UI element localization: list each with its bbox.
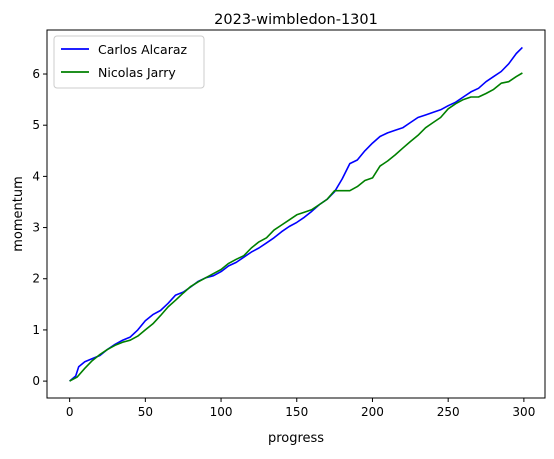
x-tick-label: 50 — [138, 405, 153, 419]
y-tick-label: 0 — [32, 374, 40, 388]
y-tick-label: 4 — [32, 169, 40, 183]
legend: Carlos Alcaraz Nicolas Jarry — [53, 35, 205, 89]
legend-label-nicolas-jarry: Nicolas Jarry — [98, 65, 176, 80]
series-line-nicolas-jarry — [69, 72, 523, 382]
x-tick-label: 0 — [66, 405, 74, 419]
x-tick-label: 100 — [210, 405, 233, 419]
x-tick-label: 200 — [361, 405, 384, 419]
legend-box — [53, 35, 205, 89]
y-tick-label: 6 — [32, 67, 40, 81]
chart-title: 2023-wimbledon-1301 — [214, 12, 378, 28]
plot-frame — [46, 29, 546, 399]
series-layer — [69, 46, 523, 382]
x-axis-label: progress — [268, 431, 324, 446]
series-line-carlos-alcaraz — [69, 46, 523, 382]
y-tick-label: 2 — [32, 272, 40, 286]
legend-label-carlos-alcaraz: Carlos Alcaraz — [98, 42, 187, 57]
y-tick-label: 5 — [32, 118, 40, 132]
x-axis: 0 50 100 150 200 250 300 — [66, 398, 535, 419]
y-axis-label: momentum — [11, 176, 26, 252]
y-tick-label: 3 — [32, 221, 40, 235]
x-tick-label: 300 — [512, 405, 535, 419]
y-tick-label: 1 — [32, 323, 40, 337]
x-tick-label: 250 — [437, 405, 460, 419]
x-tick-label: 150 — [285, 405, 308, 419]
y-axis: 0 1 2 3 4 5 6 — [32, 67, 47, 388]
